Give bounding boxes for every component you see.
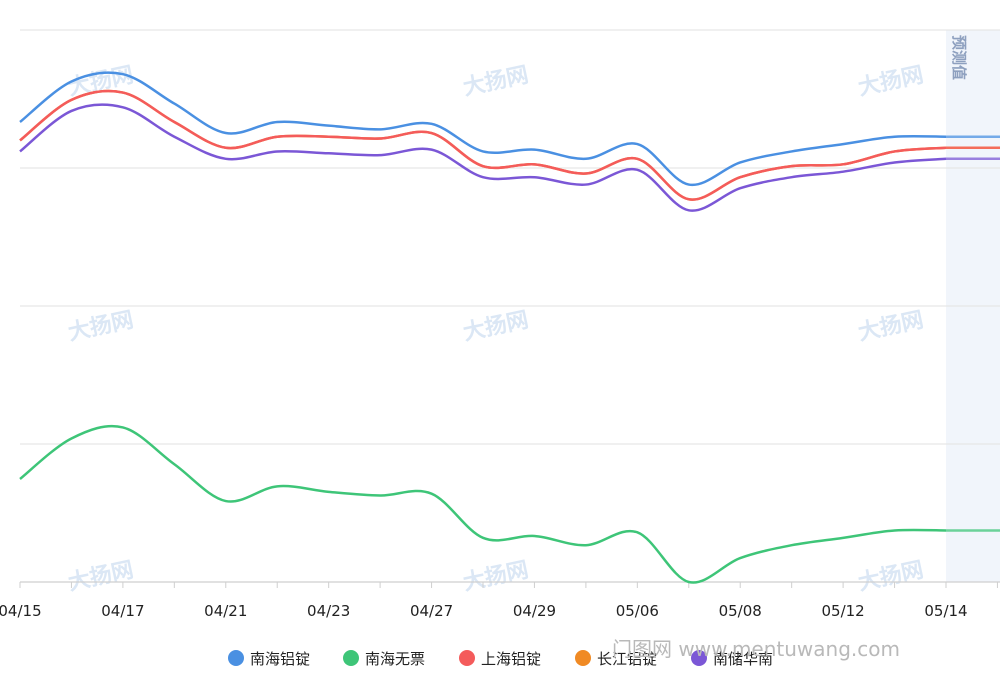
watermark: 大扬网 [461, 308, 531, 346]
legend-label: 南储华南 [713, 650, 773, 668]
series-line [19, 89, 947, 201]
watermark: 大扬网 [856, 308, 926, 346]
legend-marker [459, 650, 475, 666]
legend-label: 南海铝锭 [250, 650, 310, 668]
x-tick-label: 05/06 [616, 602, 659, 620]
x-tick-label: 04/17 [101, 602, 144, 620]
legend-marker [575, 650, 591, 666]
corner-watermark: 门图网 www.mentuwang.com [612, 637, 900, 661]
legend-label: 南海无票 [365, 650, 425, 668]
legend-marker [228, 650, 244, 666]
x-tick-label: 04/29 [513, 602, 556, 620]
legend-marker [343, 650, 359, 666]
series-layer [19, 71, 1000, 584]
watermark: 大扬网 [66, 63, 136, 101]
x-tick-label: 04/27 [410, 602, 453, 620]
x-tick-label: 05/12 [821, 602, 864, 620]
x-tick-label: 04/23 [307, 602, 350, 620]
series-line [19, 103, 947, 212]
legend[interactable]: 南海铝锭 南海无票 上海铝锭 长江铝锭 南储华南 [228, 650, 773, 668]
watermark: 大扬网 [856, 558, 926, 596]
legend-item[interactable]: 南海铝锭 [228, 650, 310, 668]
series-line [19, 71, 947, 186]
legend-marker [691, 650, 707, 666]
watermark: 大扬网 [461, 558, 531, 596]
x-tick-label: 05/14 [924, 602, 967, 620]
watermark: 大扬网 [461, 63, 531, 101]
x-tick-label: 04/21 [204, 602, 247, 620]
series-line [19, 89, 947, 201]
watermark: 大扬网 [856, 63, 926, 101]
legend-item[interactable]: 南储华南 [691, 650, 773, 668]
legend-label: 上海铝锭 [481, 650, 541, 668]
x-tick-label: 04/15 [0, 602, 42, 620]
x-tick-label: 05/08 [719, 602, 762, 620]
watermark: 大扬网 [66, 558, 136, 596]
legend-item[interactable]: 上海铝锭 [459, 650, 541, 668]
legend-label: 长江铝锭 [597, 650, 657, 668]
series-line [19, 424, 947, 584]
grid-lines [20, 29, 1000, 583]
legend-item[interactable]: 南海无票 [343, 650, 425, 668]
forecast-label: 预测值 [950, 35, 968, 80]
legend-item[interactable]: 长江铝锭 [575, 650, 657, 668]
watermark: 大扬网 [66, 308, 136, 346]
